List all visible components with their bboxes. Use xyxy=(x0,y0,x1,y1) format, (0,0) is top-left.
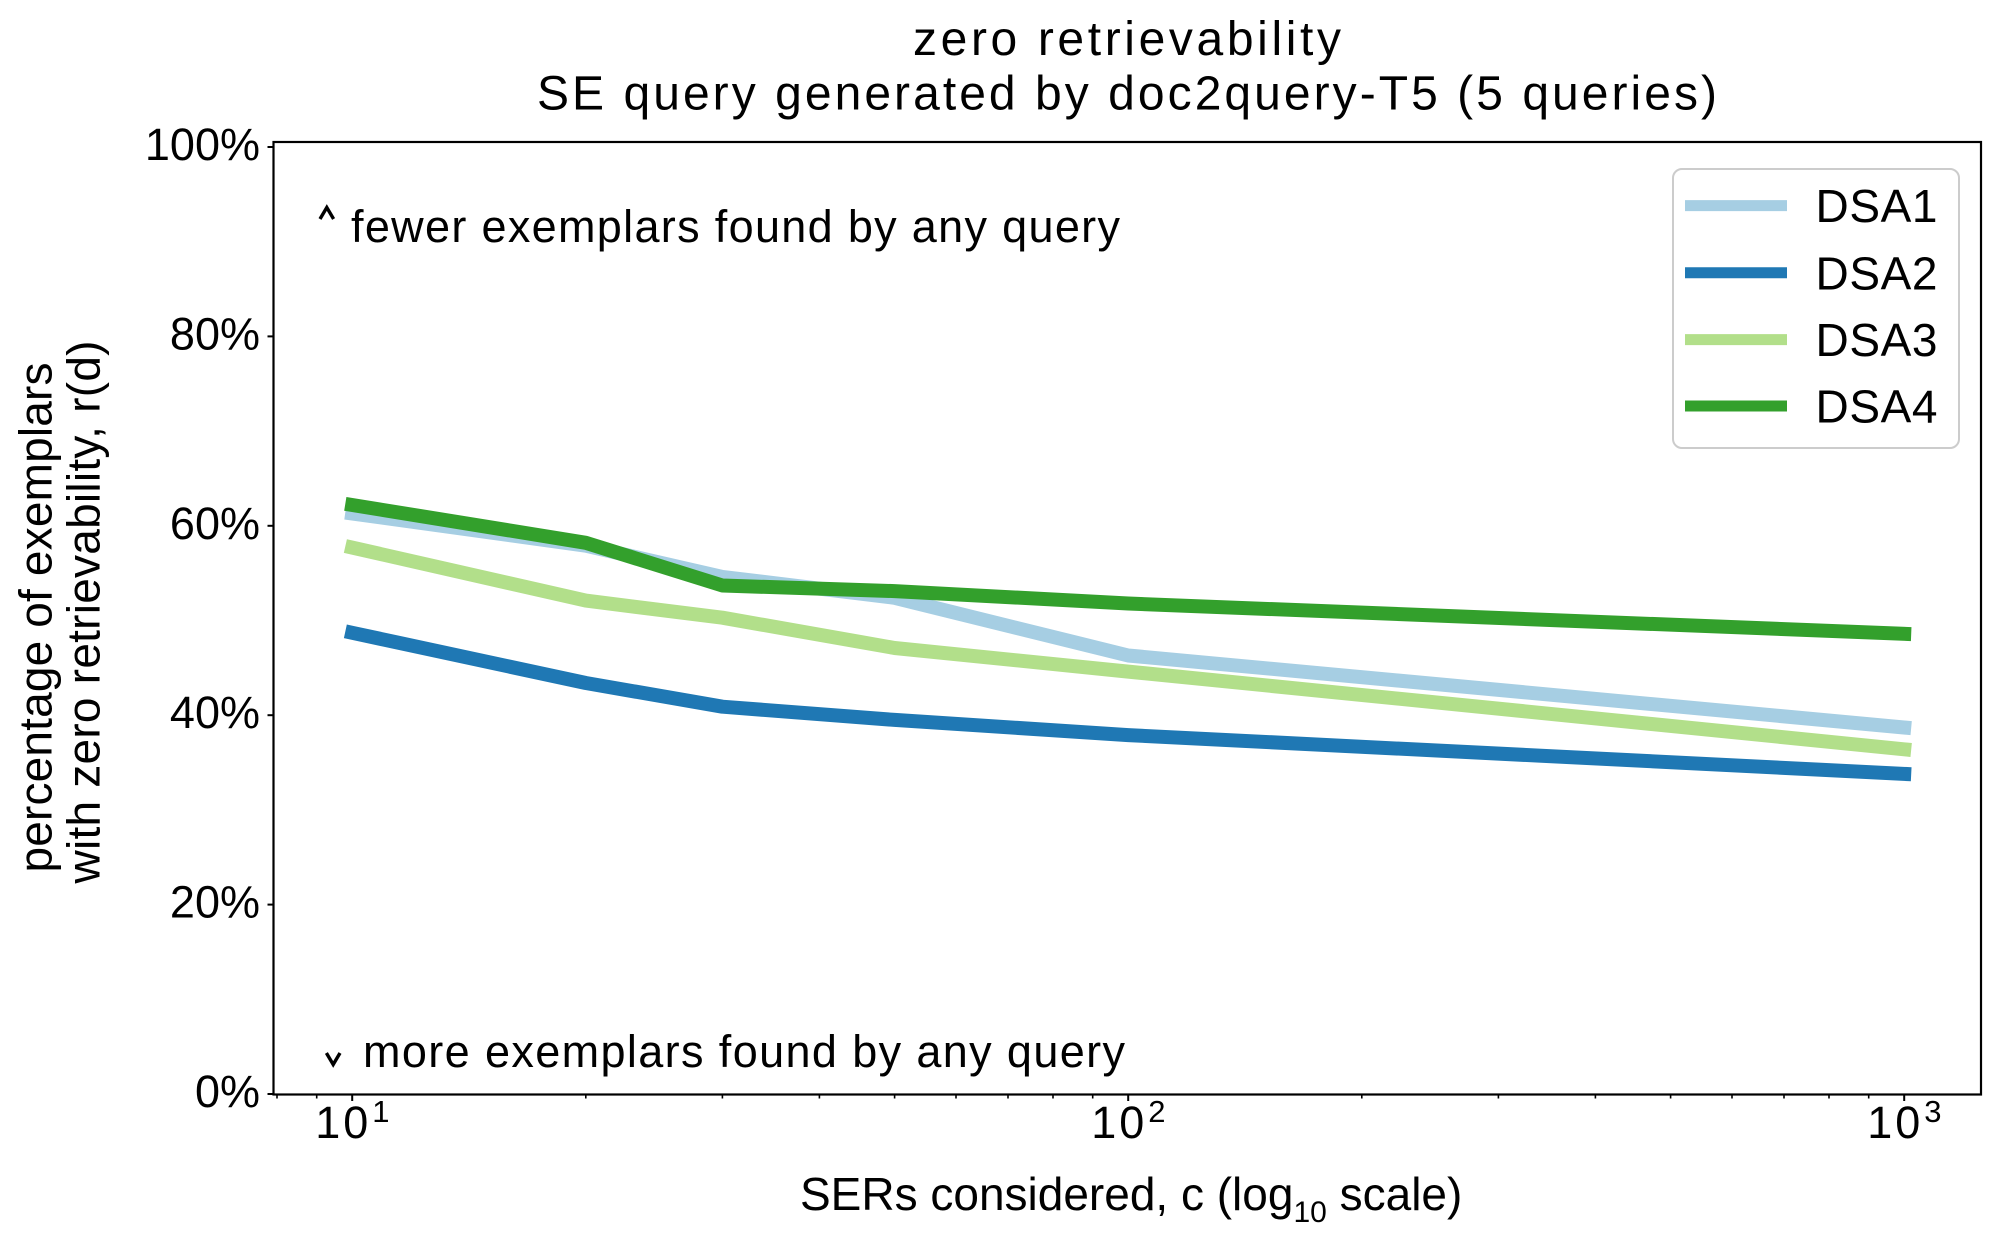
svg-text:DSA4: DSA4 xyxy=(1816,381,1938,433)
svg-text:40%: 40% xyxy=(170,687,260,738)
svg-text:SERs considered, c (log10 scal: SERs considered, c (log10 scale) xyxy=(800,1168,1462,1229)
svg-text:0%: 0% xyxy=(195,1066,260,1117)
svg-text:80%: 80% xyxy=(170,308,260,359)
svg-text:3: 3 xyxy=(1924,1094,1941,1129)
svg-text:SE query generated by doc2quer: SE query generated by doc2query-T5 (5 qu… xyxy=(537,68,1717,121)
svg-text:1: 1 xyxy=(372,1094,389,1129)
svg-text:10: 10 xyxy=(315,1097,371,1148)
svg-text:DSA3: DSA3 xyxy=(1816,314,1938,366)
svg-text:percentage of exemplars: percentage of exemplars xyxy=(10,363,62,873)
svg-text:10: 10 xyxy=(1867,1097,1923,1148)
svg-text:more exemplars found by any qu: more exemplars found by any query xyxy=(363,1026,1126,1077)
svg-text:60%: 60% xyxy=(170,498,260,549)
svg-text:100%: 100% xyxy=(145,119,260,170)
svg-text:DSA2: DSA2 xyxy=(1816,247,1938,299)
svg-text:fewer exemplars found by any q: fewer exemplars found by any query xyxy=(351,201,1121,252)
svg-text:10: 10 xyxy=(1091,1097,1147,1148)
svg-text:zero retrievability: zero retrievability xyxy=(913,13,1341,66)
svg-text:with zero retrievability, r(d): with zero retrievability, r(d) xyxy=(58,341,110,885)
svg-text:20%: 20% xyxy=(170,877,260,928)
svg-text:DSA1: DSA1 xyxy=(1816,180,1938,232)
svg-text:2: 2 xyxy=(1148,1094,1165,1129)
